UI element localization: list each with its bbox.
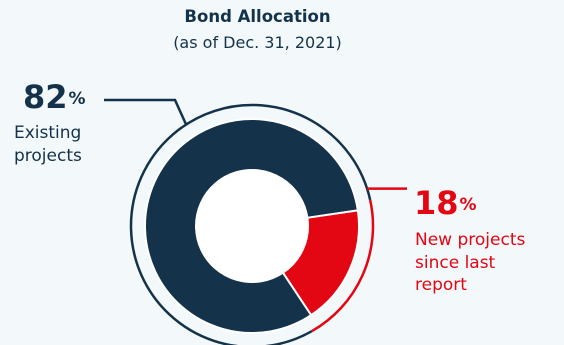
leader-line-existing: [104, 98, 188, 126]
existing-percent: 82%: [23, 80, 86, 114]
outer-ring-arc-existing: [129, 103, 372, 345]
new-percent: 18%: [414, 186, 477, 220]
existing-percent-symbol: %: [68, 89, 86, 109]
chart-title: Bond Allocation: [184, 7, 331, 26]
existing-label: Existing projects: [14, 122, 82, 167]
existing-label-line: Existing: [14, 123, 82, 143]
new-label-line: New projects: [415, 230, 526, 250]
new-percent-value: 18: [414, 184, 459, 222]
new-label: New projects since last report: [415, 229, 525, 297]
chart-subtitle: (as of Dec. 31, 2021): [173, 33, 342, 52]
new-label-line: since last: [415, 252, 496, 273]
donut-hole: [196, 170, 308, 282]
existing-percent-value: 82: [23, 78, 68, 116]
existing-label-line: projects: [14, 145, 82, 166]
new-percent-symbol: %: [459, 195, 477, 215]
new-label-line: report: [415, 275, 467, 295]
outer-ring-arc-new: [311, 199, 375, 333]
